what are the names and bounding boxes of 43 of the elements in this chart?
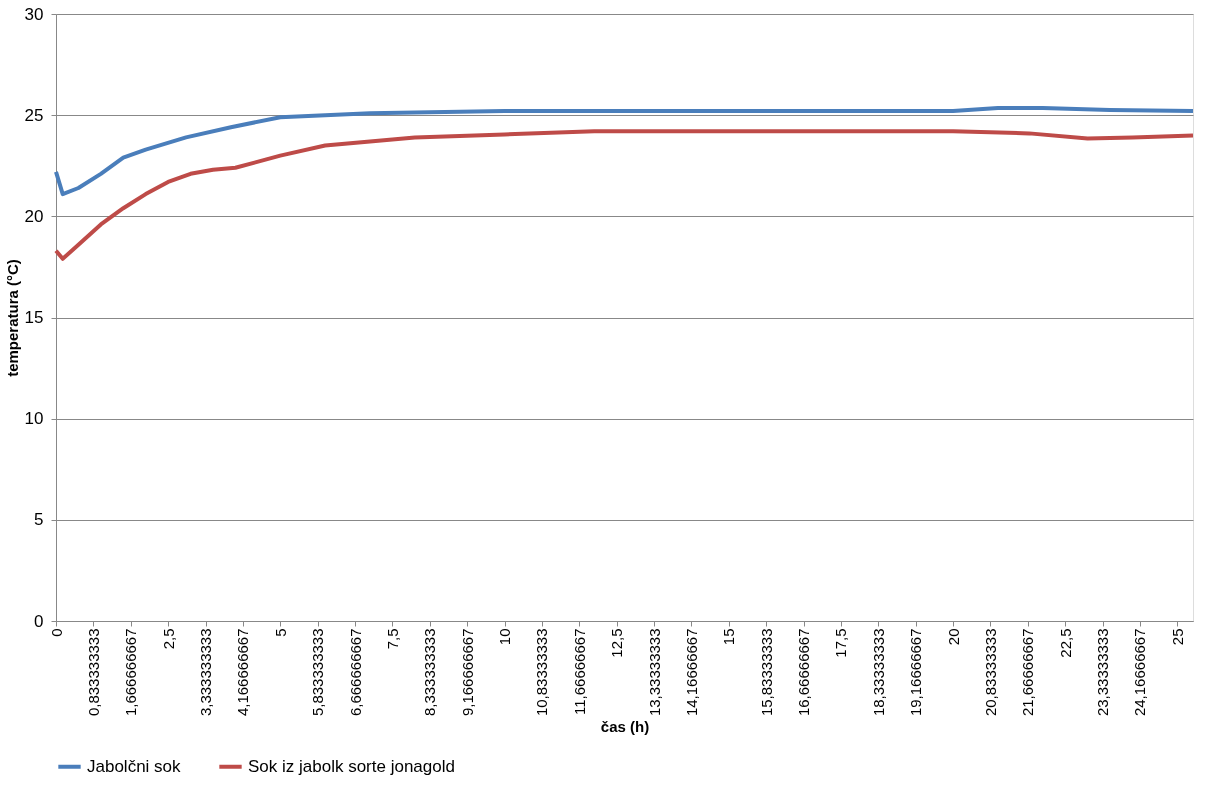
x-tick-label: 20 [944, 628, 962, 646]
x-tick-label: 14,16666667 [682, 628, 700, 717]
x-tick-label: 10 [496, 628, 514, 646]
x-tick-label: 13,33333333 [645, 628, 663, 717]
x-tick-label: 10,83333333 [533, 628, 551, 717]
x-axis-title: čas (h) [600, 718, 650, 736]
x-tick-label: 16,66666667 [795, 628, 813, 717]
y-tick-label: 25 [24, 105, 44, 125]
x-tick-label: 5 [271, 628, 289, 637]
x-tick-label: 7,5 [383, 628, 401, 650]
y-tick-label: 15 [24, 308, 44, 327]
y-tick-label: 10 [24, 409, 44, 429]
y-tick-label: 30 [24, 4, 44, 24]
line-series [54, 106, 1195, 197]
x-tick-label: 9,166666667 [458, 628, 476, 717]
x-tick-label: 18,33333333 [869, 628, 887, 717]
x-tick-label: 22,5 [1056, 628, 1074, 658]
x-tick-label: 24,16666667 [1131, 628, 1149, 717]
y-tick-label: 20 [24, 206, 44, 226]
x-tick-label: 2,5 [159, 628, 177, 650]
x-tick-label: 15 [720, 628, 738, 646]
x-tick-label: 12,5 [608, 628, 626, 658]
x-tick-label: 1,666666667 [122, 628, 140, 717]
x-tick-label: 8,333333333 [421, 628, 439, 717]
y-tick-label: 5 [34, 510, 44, 530]
legend-label: Jabolčni sok [87, 756, 182, 776]
x-tick-label: 17,5 [832, 628, 850, 658]
x-tick-label: 5,833333333 [309, 628, 327, 717]
x-tick-label: 0 [47, 628, 65, 637]
x-tick-label: 3,333333333 [197, 628, 215, 717]
legend-label: Sok iz jabolk sorte jonagold [248, 756, 455, 776]
line-series [54, 129, 1195, 261]
x-tick-label: 4,166666667 [234, 628, 252, 717]
x-tick-label: 0,833333333 [84, 628, 102, 717]
x-tick-label: 15,83333333 [757, 628, 775, 717]
x-tick-label: 21,66666667 [1019, 628, 1037, 717]
x-tick-label: 23,33333333 [1094, 628, 1112, 717]
x-tick-label: 6,666666667 [346, 628, 364, 717]
x-tick-label: 11,66666667 [570, 628, 588, 715]
x-tick-label: 25 [1168, 628, 1186, 646]
y-axis-title: temperatura (°C) [3, 259, 21, 377]
x-tick-label: 20,83333333 [981, 628, 999, 717]
x-tick-label: 19,16666667 [907, 628, 925, 717]
